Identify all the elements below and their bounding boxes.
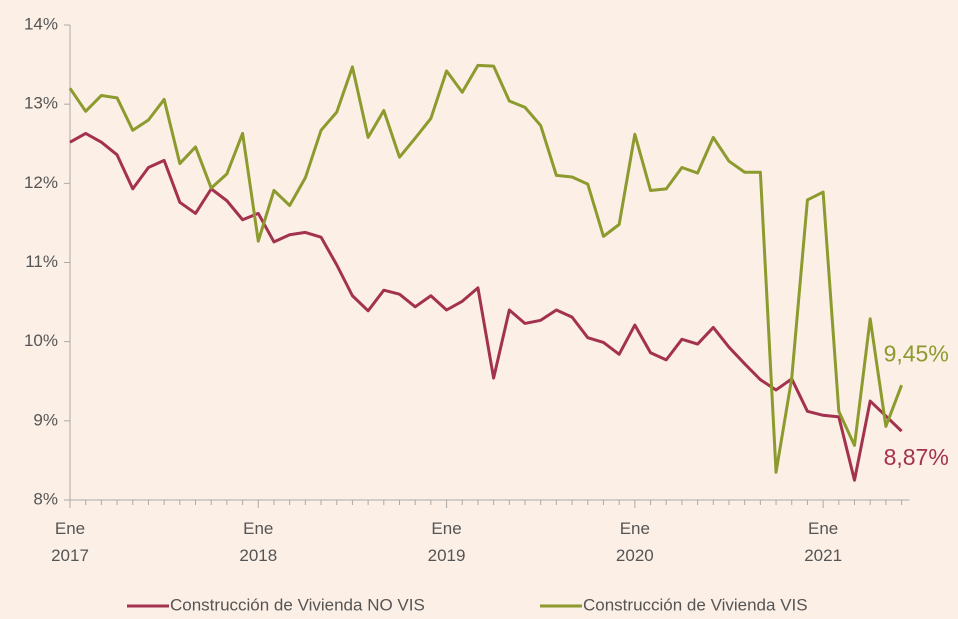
legend-label: Construcción de Vivienda NO VIS	[170, 595, 425, 614]
data-label: 9,45%	[884, 340, 949, 366]
x-tick-label: Ene 2017	[51, 519, 89, 565]
y-tick-label: 8%	[33, 489, 58, 508]
x-tick-label: Ene 2019	[428, 519, 466, 565]
series-line	[68, 63, 903, 474]
series-line	[69, 131, 903, 482]
y-tick-label: 12%	[24, 173, 58, 192]
y-tick-label: 13%	[24, 94, 58, 113]
y-tick-label: 14%	[24, 14, 58, 33]
x-tick-label: Ene 2021	[804, 519, 842, 565]
x-tick-label: Ene 2018	[239, 519, 277, 565]
y-tick-label: 11%	[25, 252, 58, 271]
data-label: 8,87%	[884, 444, 949, 470]
legend-label: Construcción de Vivienda VIS	[583, 595, 808, 614]
y-tick-label: 9%	[33, 410, 58, 429]
x-tick-label: Ene 2020	[616, 519, 654, 565]
y-tick-label: 10%	[24, 331, 58, 350]
